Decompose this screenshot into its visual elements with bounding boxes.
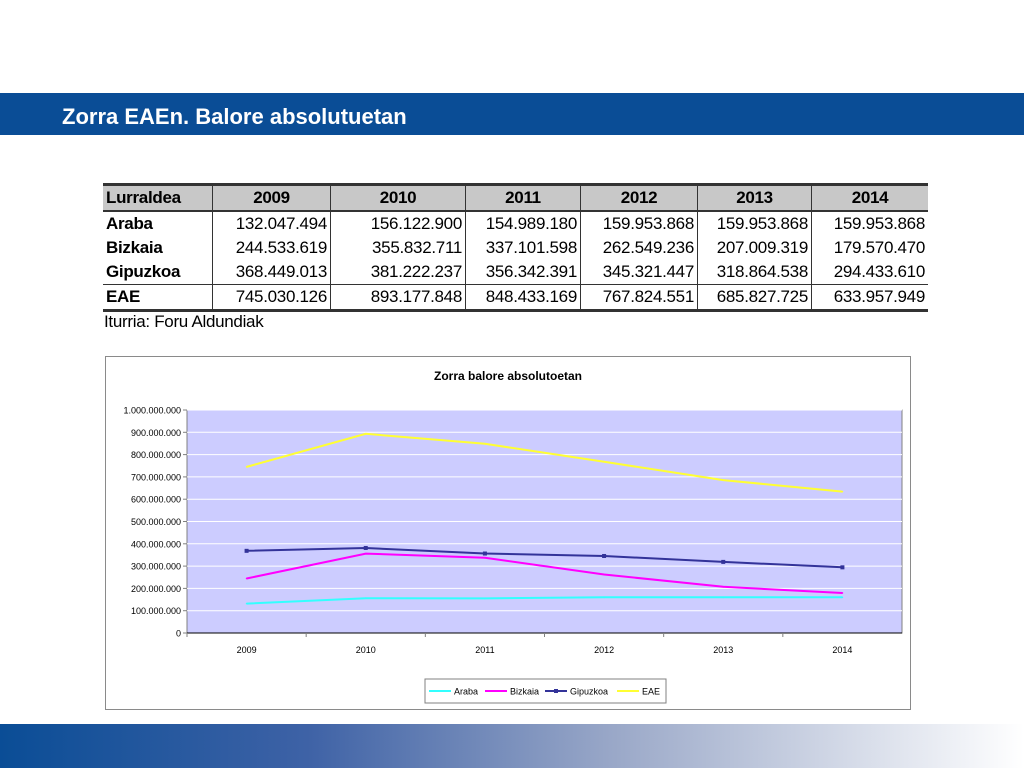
- table-cell: 159.953.868: [580, 211, 698, 236]
- data-point-eae: [841, 490, 844, 493]
- y-tick-label: 900.000.000: [131, 428, 181, 438]
- table-cell: 156.122.900: [330, 211, 466, 236]
- data-point-araba: [484, 597, 486, 600]
- data-point-araba: [364, 597, 367, 599]
- y-tick-label: 100.000.000: [131, 606, 181, 616]
- table-cell: 159.953.868: [697, 211, 812, 236]
- table-header-cell: 2011: [465, 183, 581, 212]
- y-tick-label: 700.000.000: [131, 472, 181, 482]
- footer-band: [0, 724, 1024, 768]
- x-tick-label: 2012: [594, 645, 614, 655]
- data-point-eae: [245, 466, 248, 468]
- table-cell: 318.864.538: [697, 260, 812, 285]
- data-point-bizkaia: [245, 577, 248, 580]
- table-row-label: Araba: [106, 214, 153, 233]
- table-cell: 132.047.494: [212, 211, 331, 236]
- table-cell: 356.342.391: [465, 260, 581, 285]
- table-cell: 262.549.236: [580, 236, 698, 260]
- data-point-araba: [722, 596, 725, 599]
- table-header-row: Lurraldea 2009 2010 2011 2012 2013 2014: [103, 183, 928, 212]
- table-row-label: Bizkaia: [106, 238, 163, 257]
- table-cell: 345.321.447: [580, 260, 698, 285]
- x-tick-label: 2011: [475, 645, 494, 655]
- data-point-araba: [603, 596, 605, 599]
- x-tick-label: 2009: [237, 645, 257, 655]
- table-header-cell: 2012: [580, 183, 698, 212]
- data-point-gipuzkoa: [363, 545, 368, 550]
- table-cell: 745.030.126: [212, 284, 331, 312]
- legend-marker: [554, 689, 558, 693]
- data-point-gipuzkoa: [840, 565, 845, 570]
- line-chart: Zorra balore absolutoetan 0 100.000.000 200…: [105, 356, 911, 710]
- table-cell: 767.824.551: [580, 284, 698, 312]
- table-cell: 381.222.237: [330, 260, 466, 285]
- series-line-eae: [246, 432, 843, 493]
- y-tick-label: 500.000.000: [131, 517, 181, 527]
- x-tick-label: 2014: [832, 645, 852, 655]
- data-point-gipuzkoa: [721, 559, 726, 564]
- table-header-cell: 2009: [212, 183, 331, 212]
- data-point-eae: [484, 442, 486, 445]
- x-tick-label: 2013: [713, 645, 733, 655]
- y-tick-label: 200.000.000: [131, 584, 181, 594]
- table-cell: 179.570.470: [811, 236, 928, 260]
- table-row-label: EAE: [103, 284, 213, 312]
- table-cell: 633.957.949: [811, 284, 928, 312]
- table-cell: 685.827.725: [697, 284, 812, 312]
- legend-label: Bizkaia: [510, 687, 539, 697]
- table-row: Bizkaia 244.533.619 355.832.711 337.101.…: [103, 236, 928, 260]
- data-point-gipuzkoa: [602, 553, 607, 558]
- title-band: [0, 93, 1024, 135]
- data-point-bizkaia: [364, 552, 367, 555]
- y-tick-label: 1.000.000.000: [123, 406, 181, 416]
- y-tick-label: 800.000.000: [131, 450, 181, 460]
- series-line-bizkaia: [246, 552, 843, 594]
- table-cell: 893.177.848: [330, 284, 466, 312]
- data-point-eae: [364, 433, 367, 435]
- table-cell: 207.009.319: [697, 236, 812, 260]
- data-point-gipuzkoa: [244, 548, 249, 553]
- legend-label: Araba: [454, 687, 478, 697]
- table-header-cell: 2013: [697, 183, 812, 212]
- y-tick-label: 400.000.000: [131, 539, 181, 549]
- data-point-bizkaia: [603, 573, 605, 576]
- x-tick-label: 2010: [356, 645, 376, 655]
- chart-canvas: Zorra balore absolutoetan 0 100.000.000 200…: [123, 369, 903, 704]
- table-cell: 159.953.868: [811, 211, 928, 236]
- series-line-araba: [246, 596, 843, 605]
- table-cell: 294.433.610: [811, 260, 928, 285]
- legend-label: Gipuzkoa: [570, 687, 608, 697]
- table-cell: 154.989.180: [465, 211, 581, 236]
- y-tick-label: 300.000.000: [131, 562, 181, 572]
- data-point-gipuzkoa: [482, 551, 487, 556]
- table-row: Araba 132.047.494 156.122.900 154.989.18…: [103, 211, 928, 236]
- legend-label: EAE: [642, 687, 660, 697]
- series-line-gipuzkoa: [246, 546, 843, 569]
- data-point-araba: [841, 596, 844, 599]
- table-cell: 848.433.169: [465, 284, 581, 312]
- table-row-label: Gipuzkoa: [106, 262, 181, 281]
- table-header-cell: Lurraldea: [103, 183, 213, 212]
- table-row: Gipuzkoa 368.449.013 381.222.237 356.342…: [103, 260, 928, 285]
- data-point-bizkaia: [841, 592, 844, 594]
- source-note: Iturria: Foru Aldundiak: [104, 312, 264, 331]
- slide-title: Zorra EAEn. Balore absolutuetan: [62, 104, 407, 129]
- chart-title: Zorra balore absolutoetan: [434, 369, 582, 383]
- table-cell: 244.533.619: [212, 236, 331, 260]
- data-point-eae: [722, 479, 725, 481]
- data-point-araba: [245, 602, 248, 605]
- y-tick-label: 600.000.000: [131, 495, 181, 505]
- table-header-cell: 2010: [330, 183, 466, 212]
- data-point-eae: [603, 460, 605, 463]
- y-tick-label: 0: [176, 629, 181, 639]
- table-cell: 337.101.598: [465, 236, 581, 260]
- table-cell: 355.832.711: [330, 236, 466, 260]
- data-point-bizkaia: [484, 557, 486, 559]
- table-total-row: EAE 745.030.126 893.177.848 848.433.169 …: [103, 284, 928, 312]
- debt-table: Lurraldea 2009 2010 2011 2012 2013 2014 …: [103, 183, 928, 312]
- table-header-cell: 2014: [811, 183, 928, 212]
- data-point-bizkaia: [722, 586, 725, 588]
- table-cell: 368.449.013: [212, 260, 331, 285]
